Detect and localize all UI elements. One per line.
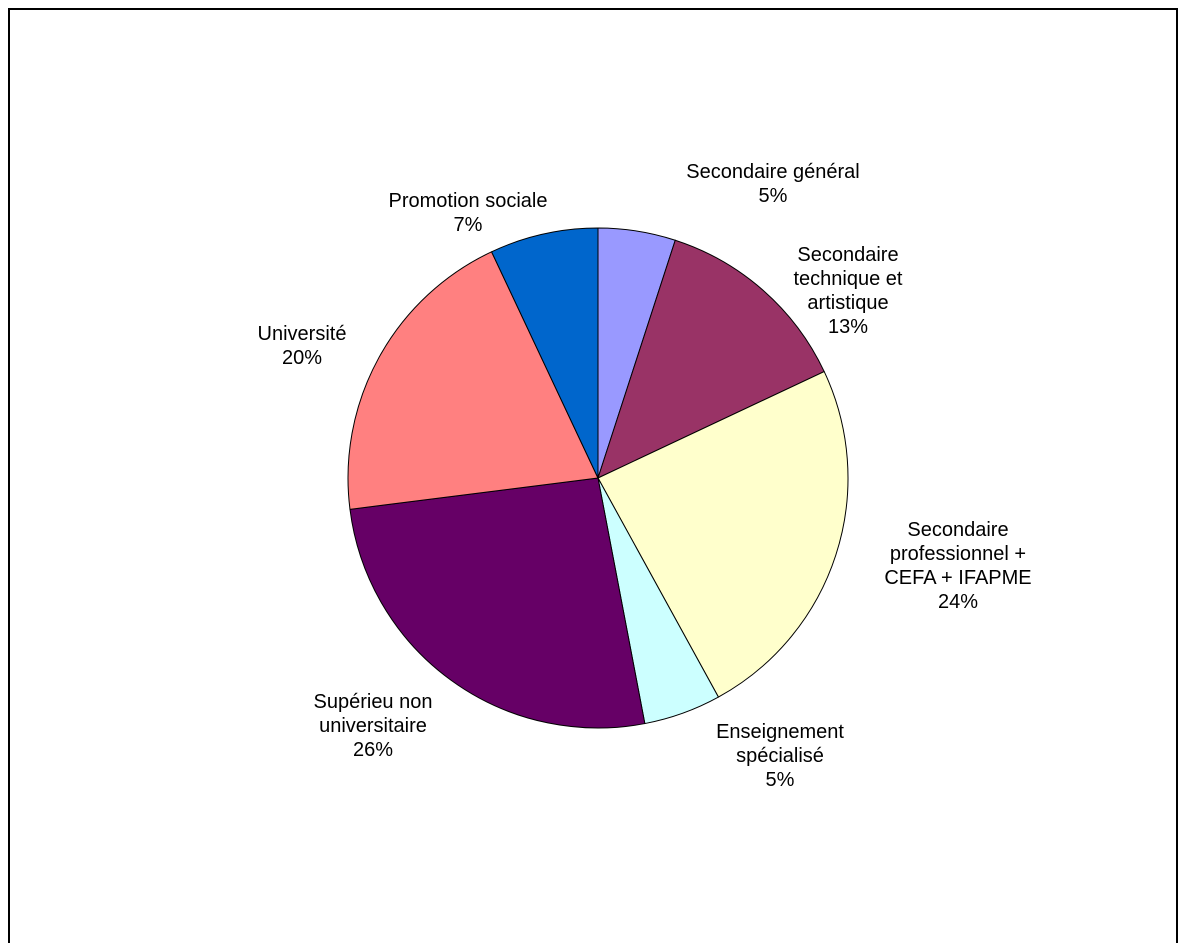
slice-percent-label: 13% bbox=[828, 316, 868, 338]
slice-name-line: Université bbox=[258, 323, 347, 345]
slice-name-line: Secondaire bbox=[907, 519, 1008, 541]
slice-name-line: Promotion sociale bbox=[389, 190, 548, 212]
slice-name-line: technique et bbox=[794, 268, 903, 290]
slice-percent-label: 7% bbox=[454, 214, 483, 236]
slice-name-line: Secondaire général bbox=[686, 161, 859, 183]
slice-name-line: Secondaire bbox=[797, 244, 898, 266]
slice-name-line: universitaire bbox=[319, 715, 427, 737]
slice-percent-label: 5% bbox=[766, 769, 795, 791]
slice-label-3: Enseignement spécialisé 5% bbox=[716, 721, 844, 791]
slice-name-line: Enseignement bbox=[716, 721, 844, 743]
slice-name-line: CEFA + IFAPME bbox=[884, 567, 1031, 589]
slice-label-2: Secondaire professionnel + CEFA + IFAPME 24… bbox=[884, 519, 1031, 613]
pie-slice-4 bbox=[349, 477, 646, 729]
slice-label-0: Secondaire général 5% bbox=[686, 161, 859, 207]
slice-label-4: Supérieu non universitaire 26% bbox=[314, 691, 433, 761]
pie-slice-1 bbox=[597, 239, 825, 479]
slice-percent-label: 24% bbox=[938, 591, 978, 613]
slice-label-1: Secondaire technique et artistique 13% bbox=[794, 244, 903, 338]
slice-label-6: Promotion sociale 7% bbox=[389, 190, 548, 236]
pie-slices bbox=[347, 227, 849, 729]
slice-name-line: artistique bbox=[807, 292, 888, 314]
slice-percent-label: 5% bbox=[759, 185, 788, 207]
slice-percent-label: 20% bbox=[282, 347, 322, 369]
pie-slice-5 bbox=[347, 251, 599, 510]
slice-name-line: professionnel + bbox=[890, 543, 1026, 565]
slice-name-line: Supérieu non bbox=[314, 691, 433, 713]
pie-slice-6 bbox=[490, 227, 599, 479]
slice-percent-label: 26% bbox=[353, 739, 393, 761]
pie-labels: Secondaire général 5%Secondaire technique … bbox=[258, 161, 1032, 791]
slice-label-5: Université 20% bbox=[258, 323, 347, 369]
slice-name-line: spécialisé bbox=[736, 745, 824, 767]
pie-slice-2 bbox=[597, 370, 849, 698]
